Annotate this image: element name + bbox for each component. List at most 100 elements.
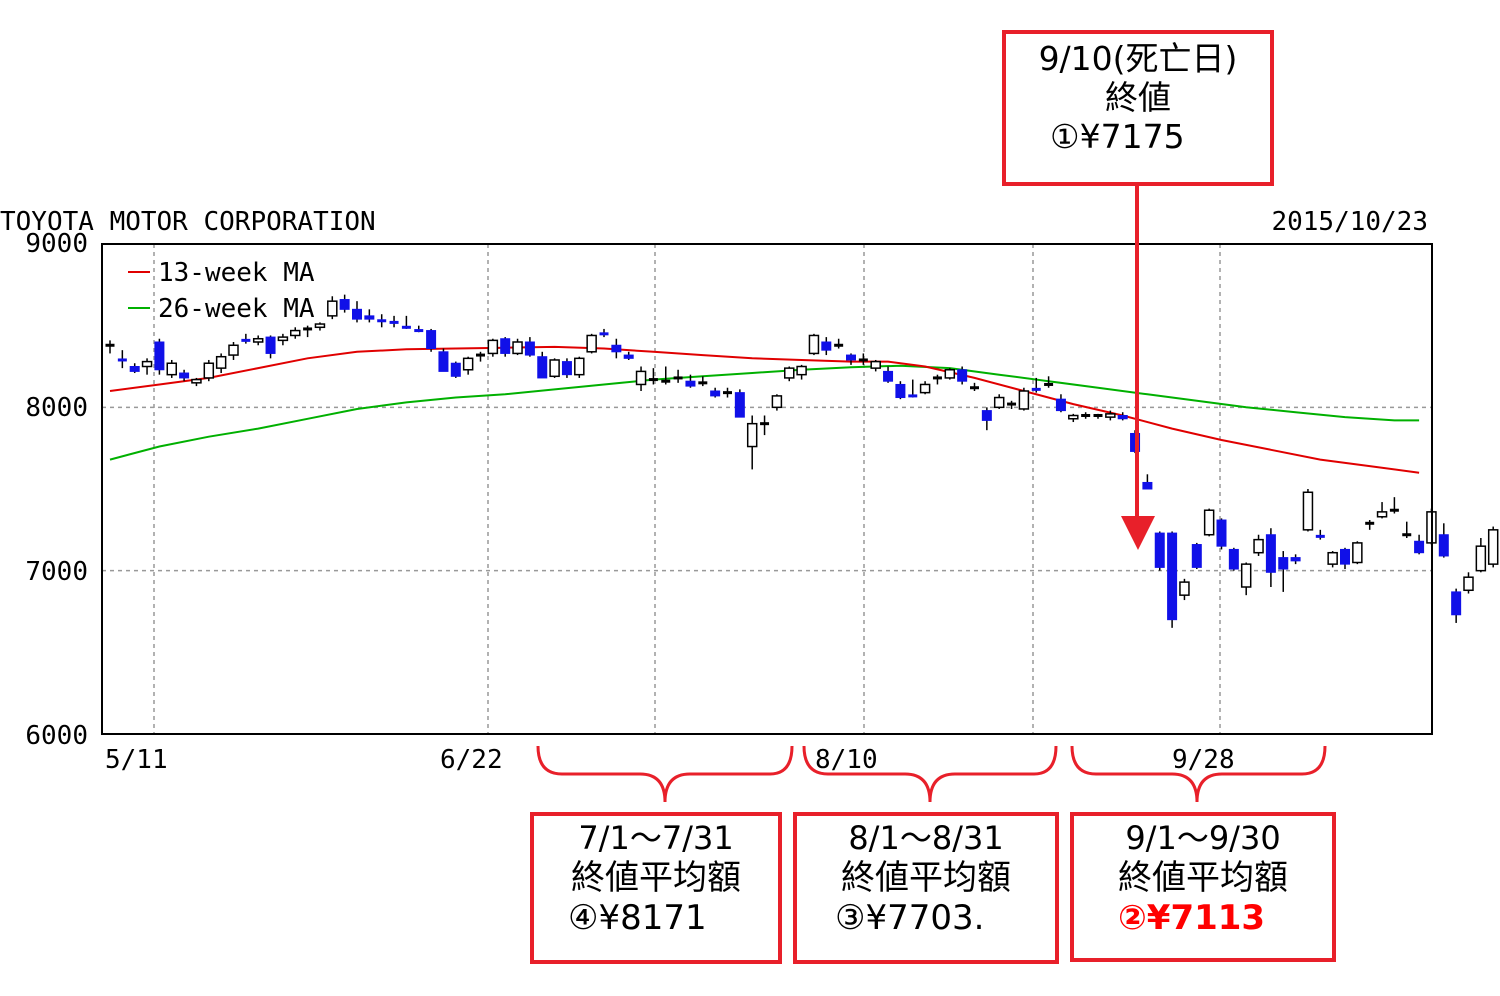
death-date-label: 9/10(死亡日) [1038,39,1238,78]
candle-body [141,360,153,368]
candle-body [179,372,190,379]
candle [1055,394,1066,413]
legend-label-ma26: 26-week MA [158,294,315,324]
candle [586,333,597,354]
candle [426,328,437,352]
candle [1352,541,1363,565]
candle-body [1253,538,1264,554]
candle [1007,400,1017,409]
candle [377,314,387,328]
candle-body [462,357,474,371]
candle-body [635,370,647,386]
candle [944,368,956,380]
candle-body [364,315,375,320]
candle [808,333,820,356]
candle [1044,376,1054,388]
legend-label-ma13: 13-week MA [158,258,315,288]
candle-body [1414,540,1425,554]
candle [648,368,658,385]
x-tick-label: 5/11 [105,745,168,775]
y-tick-label: 7000 [25,557,88,587]
candle [228,342,239,360]
candle-body [1487,529,1499,565]
candle [352,301,362,323]
july-average-value: ④¥8171 [568,897,707,938]
candle [1216,518,1227,550]
candle [574,356,585,378]
candle [512,338,523,356]
candle [203,359,215,382]
candle-body [215,355,227,369]
september-brace [1070,745,1327,803]
candle [277,333,289,346]
candle-body [191,378,202,384]
candle-body [870,360,881,369]
candle [710,387,721,398]
y-tick-label: 9000 [25,229,88,259]
candle-body [314,323,326,329]
candle [771,394,783,411]
candle [1365,520,1375,530]
candle [970,382,979,391]
candle [241,333,251,344]
candle-body [549,359,560,378]
candle [1302,489,1314,532]
candle [1315,529,1325,540]
candle [1167,531,1178,628]
y-axis-ticks: 9000 8000 7000 6000 [25,229,88,751]
x-axis-ticks: 5/11 6/22 8/10 9/28 [105,745,1235,775]
candle [1018,387,1030,411]
candle [623,351,634,360]
candle-body [228,344,239,356]
candle [105,340,115,354]
candle [290,327,301,339]
candle-body [796,365,807,376]
candle [1142,474,1153,490]
candle [1340,547,1350,570]
candle-body [1055,398,1066,412]
candle [1463,572,1474,594]
death-close-value: ①¥7175 [1050,116,1185,156]
candle [661,366,671,385]
candle [734,389,745,418]
candle [487,338,499,357]
candle-body [487,339,499,355]
candle [685,374,696,388]
candle [1451,588,1462,623]
candle [1228,547,1239,571]
candle [870,359,881,372]
candle-body [957,369,968,382]
candle [858,353,868,365]
candle-body [438,351,449,372]
candle-body [252,337,264,343]
candle-body [1376,511,1388,518]
chart-date: 2015/10/23 [1271,207,1428,237]
candle-body [1179,581,1190,596]
candle-body [203,362,215,379]
candle [215,353,227,374]
candle [784,366,795,382]
candle [599,328,609,338]
candle [635,366,647,391]
candle-body [1203,509,1215,536]
candle-body [1475,545,1487,572]
candle [673,369,683,383]
candle-body [327,300,338,317]
candle [1438,523,1449,558]
candle-body [1327,551,1338,565]
candle-body [623,354,634,359]
candle [364,309,375,323]
candle-body [277,336,289,342]
candle [389,315,399,328]
candle [1265,528,1276,587]
candle [1105,410,1116,421]
candle-body [1340,548,1350,565]
candle-body [1265,534,1276,573]
september-average-box: 9/1～9/30 終値平均額 ②¥7113 [1070,812,1336,962]
candle [1117,412,1128,421]
candle [1402,521,1412,538]
grid [102,244,1432,734]
candle-body [1228,548,1239,570]
plot-frame [101,243,1433,735]
candle-body [895,383,906,399]
